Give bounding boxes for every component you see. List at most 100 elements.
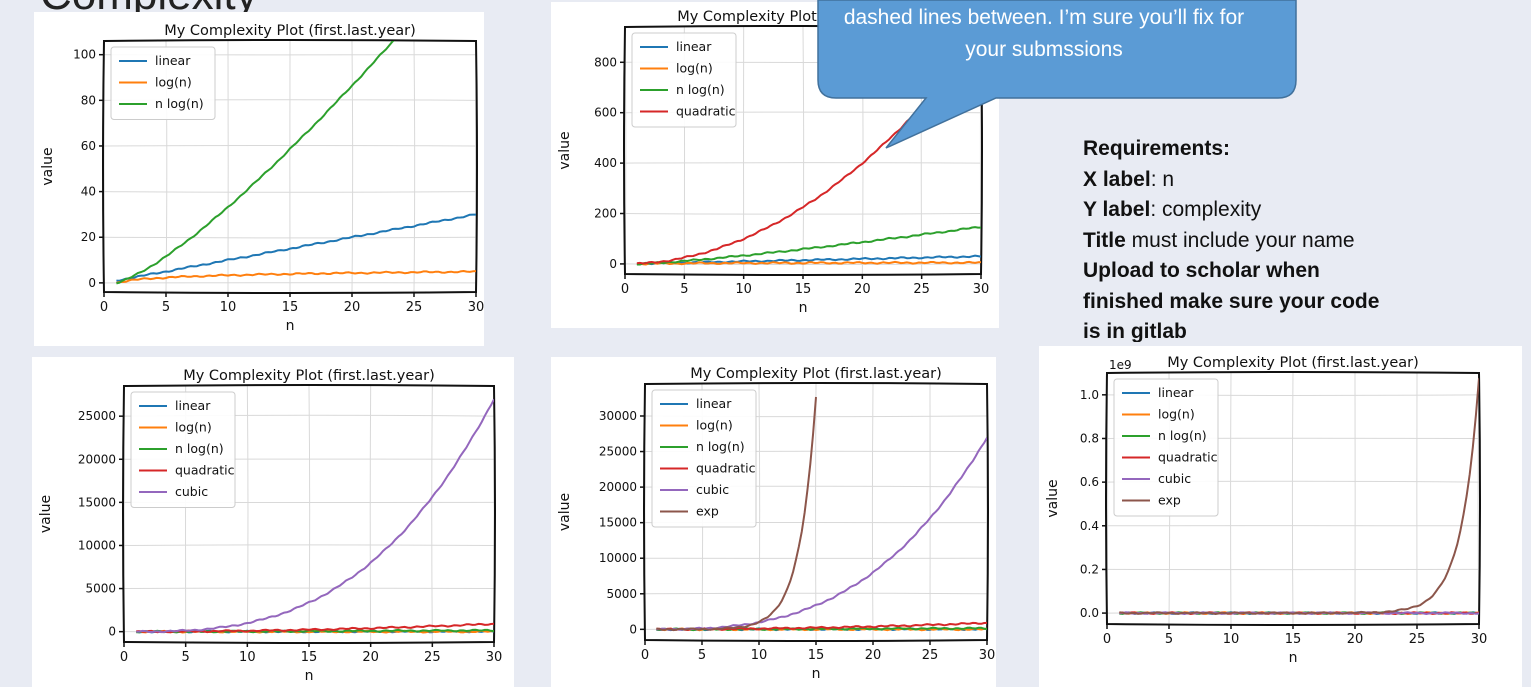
y-tick-label: 15000 [599, 516, 637, 530]
x-grid-line [431, 385, 433, 643]
x-axis-label: n [1289, 650, 1298, 666]
complexity-chart-1: 0 5 10 15 20 25 30 0 20 40 60 80 100 My Complexity Pl… [40, 23, 484, 334]
series-line-nlogn [116, 41, 395, 285]
y-tick-label: 25000 [599, 445, 637, 459]
requirement-upload-2: finished make sure your code [1083, 289, 1380, 313]
y-tick-label: 20000 [599, 480, 637, 494]
x-tick-label: 30 [979, 648, 996, 663]
series-line-linear [636, 254, 981, 266]
x-tick-label: 20 [1347, 632, 1364, 647]
x-tick-label: 15 [301, 650, 318, 665]
legend-entry: quadratic [1158, 450, 1218, 465]
x-axis-label: n [812, 666, 821, 682]
x-grid-line [351, 40, 354, 293]
x-tick-label: 10 [751, 648, 768, 663]
x-tick-label: 30 [1471, 632, 1488, 647]
y-tick-label: 60 [81, 139, 96, 153]
y-tick-label: 0.0 [1080, 606, 1099, 620]
series-line-logn [116, 270, 476, 284]
legend-entry: log(n) [1158, 407, 1195, 422]
chart-panel-5: 0 5 10 15 20 25 30 0.0 0.2 0.4 0.6 0.8 1.0 My Complex… [1039, 346, 1522, 687]
legend-entry: cubic [175, 484, 208, 499]
x-tick-label: 5 [680, 282, 688, 297]
x-grid-line [1291, 372, 1294, 625]
legend-entry: n log(n) [676, 82, 725, 97]
legend-entry: quadratic [175, 463, 235, 478]
series-line-cubic [656, 437, 987, 631]
legend-entry: log(n) [155, 75, 192, 90]
series-line-nlogn [636, 226, 981, 266]
x-tick-label: 10 [735, 282, 752, 297]
requirement-title: Title must include your name [1083, 228, 1355, 252]
x-grid-line [246, 385, 249, 643]
x-tick-label: 20 [854, 282, 871, 297]
series-line-linear [116, 213, 476, 282]
requirements-panel: Requirements: X label: n Y label: comple… [1083, 134, 1513, 342]
y-tick-label: 0.6 [1080, 475, 1099, 489]
requirement-upload-1: Upload to scholar when [1083, 259, 1320, 282]
complexity-chart-4: 0 5 10 15 20 25 30 0 5000 10000 15000 20000 25000 300… [557, 366, 996, 682]
y-tick-label: 200 [594, 207, 617, 221]
x-tick-label: 5 [1165, 632, 1173, 647]
y-grid-line [123, 544, 495, 546]
y-tick-label: 15000 [78, 495, 116, 509]
x-grid-line [802, 26, 805, 275]
legend-entry: cubic [1158, 471, 1191, 486]
legend-box [130, 391, 236, 508]
legend-entry: n log(n) [155, 96, 204, 111]
y-tick-label: 30000 [599, 409, 637, 423]
legend-entry: cubic [696, 482, 729, 497]
y-tick-label: 10000 [599, 551, 637, 565]
legend-entry: n log(n) [696, 439, 745, 454]
y-tick-label: 600 [594, 106, 617, 120]
series-line-exp [1119, 378, 1479, 615]
y-grid-line [103, 191, 477, 193]
y-axis-label: value [38, 495, 54, 533]
callout-text: dashed lines between. I’m sure you’ll fi… [843, 6, 1245, 61]
x-tick-label: 15 [282, 300, 299, 315]
x-tick-label: 5 [698, 648, 706, 663]
legend-box [1113, 378, 1219, 517]
x-tick-label: 0 [1103, 632, 1111, 647]
y-tick-label: 5000 [85, 582, 116, 596]
legend-entry: log(n) [696, 418, 733, 433]
legend-entry: quadratic [696, 461, 756, 476]
chart-panel-1: 0 5 10 15 20 25 30 0 20 40 60 80 100 My Complexity Pl… [34, 12, 484, 346]
y-tick-label: 800 [594, 55, 617, 69]
legend-entry: linear [696, 396, 732, 411]
series-line-logn [636, 260, 981, 266]
y-tick-label: 0 [108, 625, 116, 639]
chart-title: My Complexity Plot (first.last.year) [1167, 355, 1419, 371]
y-axis-label: value [557, 131, 573, 169]
legend-entry: log(n) [676, 61, 713, 76]
chart-panel-4: 0 5 10 15 20 25 30 0 5000 10000 15000 20000 25000 300… [551, 357, 996, 687]
x-tick-label: 25 [424, 650, 441, 665]
x-axis-label: n [286, 318, 295, 334]
y-tick-label: 80 [81, 93, 96, 107]
requirement-upload-3: is in gitlab [1083, 320, 1187, 342]
chart-panel-3: 0 5 10 15 20 25 30 0 5000 10000 15000 20000 25000 My … [32, 357, 514, 687]
x-tick-label: 0 [641, 648, 649, 663]
x-tick-label: 5 [182, 650, 190, 665]
series-group [656, 396, 987, 632]
y-multiplier: 1e9 [1109, 358, 1132, 372]
legend-entry: linear [155, 53, 191, 68]
legend-entry: n log(n) [1158, 428, 1207, 443]
complexity-chart-3: 0 5 10 15 20 25 30 0 5000 10000 15000 20000 25000 My … [38, 368, 502, 684]
y-tick-label: 100 [73, 48, 96, 62]
series-group [1119, 378, 1479, 615]
y-tick-label: 10000 [78, 538, 116, 552]
y-grid-line [644, 592, 988, 595]
legend-entry: log(n) [175, 420, 212, 435]
series-line-cubic [136, 398, 494, 634]
y-tick-label: 25000 [78, 409, 116, 423]
x-axis-label: n [305, 668, 314, 684]
x-tick-label: 0 [621, 282, 629, 297]
x-tick-label: 0 [120, 650, 128, 665]
y-tick-label: 0 [629, 622, 637, 636]
y-tick-label: 20000 [78, 452, 116, 466]
x-tick-label: 20 [362, 650, 379, 665]
legend-entry: linear [1158, 385, 1194, 400]
x-tick-label: 15 [1285, 632, 1302, 647]
series-group [116, 41, 476, 285]
